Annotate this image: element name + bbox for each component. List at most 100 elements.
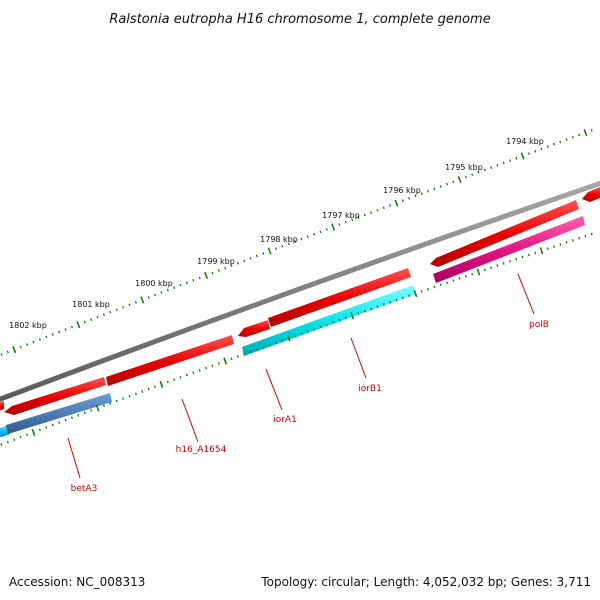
outer-minor-tick — [287, 242, 290, 246]
gene-label-betA3[interactable]: betA3 — [71, 484, 98, 494]
inner-minor-tick — [306, 329, 309, 333]
outer-minor-tick — [325, 228, 328, 231]
inner-minor-tick — [590, 232, 593, 236]
outer-minor-tick — [230, 264, 233, 268]
inner-minor-tick — [179, 375, 182, 379]
inner-minor-tick — [294, 334, 297, 338]
outer-minor-tick — [376, 208, 379, 212]
outer-minor-tick — [426, 189, 430, 193]
outer-minor-tick — [6, 350, 9, 354]
outer-minor-tick — [0, 353, 3, 356]
scale-label-1797kbp: 1797 kbp — [322, 211, 360, 220]
inner-minor-tick — [64, 418, 67, 422]
inner-minor-tick — [262, 345, 265, 349]
inner-minor-tick — [357, 312, 360, 315]
gene-forward-4[interactable] — [430, 200, 579, 267]
outer-minor-tick — [179, 283, 182, 287]
gene-forward-iorA1[interactable] — [268, 268, 411, 327]
outer-minor-tick — [128, 303, 131, 307]
outer-minor-tick — [351, 218, 354, 222]
gene-forward-edge-left[interactable] — [0, 401, 4, 412]
outer-minor-tick — [389, 204, 392, 207]
leader-line-h16_A1654 — [181, 398, 199, 443]
gene-forward-1[interactable] — [4, 377, 106, 415]
outer-minor-tick — [198, 276, 201, 280]
inner-minor-tick — [471, 272, 474, 276]
inner-minor-tick — [249, 350, 252, 354]
outer-minor-tick — [363, 213, 366, 217]
inner-minor-tick — [483, 268, 486, 272]
gene-label-polB[interactable]: polB — [529, 320, 549, 330]
inner-minor-tick — [13, 438, 16, 442]
gene-forward-edge-right[interactable] — [582, 187, 600, 202]
gene-reverse-polB[interactable] — [433, 216, 585, 283]
inner-major-tick — [95, 404, 100, 412]
reverse-strand — [0, 216, 585, 437]
inner-tick-ring — [0, 232, 593, 446]
scale-label-1801kbp: 1801 kbp — [72, 300, 110, 309]
inner-minor-tick — [527, 253, 530, 257]
inner-minor-tick — [109, 401, 112, 405]
gene-reverse-iorB1[interactable] — [242, 285, 416, 356]
scale-label-1799kbp: 1799 kbp — [197, 257, 235, 266]
gene-forward-3[interactable] — [238, 320, 270, 337]
inner-minor-tick — [300, 332, 303, 335]
gene-label-h16_A1654[interactable]: h16_A1654 — [176, 445, 227, 455]
inner-minor-tick — [281, 339, 284, 342]
outer-minor-tick — [102, 313, 106, 317]
outer-minor-tick — [243, 259, 246, 263]
scale-label-1802kbp: 1802 kbp — [9, 321, 47, 330]
inner-minor-tick — [141, 390, 144, 393]
outer-minor-tick — [109, 310, 112, 314]
genome-backbone — [0, 180, 600, 402]
outer-minor-tick — [96, 315, 99, 319]
leader-line-iorA1 — [265, 368, 283, 411]
outer-minor-tick — [51, 333, 54, 336]
scale-label-group: 1802 kbp 1801 kbp 1800 kbp 1799 kbp 1798… — [9, 137, 544, 330]
outer-major-tick — [204, 271, 209, 279]
outer-minor-tick — [58, 330, 61, 334]
outer-minor-tick — [534, 149, 537, 153]
inner-minor-tick — [363, 309, 366, 313]
outer-minor-tick — [338, 223, 341, 226]
inner-minor-tick — [122, 397, 125, 400]
outer-minor-tick — [224, 266, 227, 270]
inner-major-tick — [476, 268, 481, 276]
inner-minor-tick — [515, 257, 518, 261]
outer-minor-tick — [38, 338, 41, 341]
outer-minor-tick — [122, 305, 125, 309]
scale-label-1795kbp: 1795 kbp — [445, 163, 483, 172]
outer-major-tick — [140, 296, 145, 304]
inner-minor-tick — [147, 387, 150, 391]
outer-major-tick — [457, 175, 462, 183]
inner-minor-tick — [458, 277, 461, 280]
outer-minor-tick — [502, 161, 505, 165]
inner-minor-tick — [338, 318, 341, 322]
outer-minor-tick — [452, 180, 455, 184]
inner-minor-tick — [559, 243, 562, 246]
gene-reverse-betA3[interactable] — [6, 393, 112, 434]
gene-forward-2[interactable] — [106, 335, 234, 386]
gene-label-iorB1[interactable]: iorB1 — [358, 384, 382, 394]
outer-minor-tick — [445, 182, 449, 186]
outer-minor-tick — [313, 232, 316, 236]
inner-minor-tick — [332, 320, 335, 324]
inner-minor-tick — [490, 266, 493, 270]
gene-label-iorA1[interactable]: iorA1 — [273, 415, 297, 425]
inner-minor-tick — [401, 296, 404, 300]
outer-minor-tick — [90, 318, 93, 322]
outer-minor-tick — [236, 261, 239, 265]
outer-minor-tick — [382, 206, 385, 210]
outer-minor-tick — [477, 170, 480, 174]
inner-minor-tick — [584, 234, 587, 238]
outer-minor-tick — [546, 145, 549, 148]
inner-minor-tick — [211, 364, 214, 368]
outer-minor-tick — [192, 278, 195, 282]
outer-minor-tick — [115, 308, 118, 312]
inner-minor-tick — [45, 426, 48, 429]
inner-minor-tick — [198, 368, 201, 372]
inner-minor-tick — [0, 443, 3, 446]
outer-minor-tick — [408, 196, 411, 200]
outer-minor-tick — [540, 147, 543, 151]
inner-minor-tick — [38, 428, 41, 432]
